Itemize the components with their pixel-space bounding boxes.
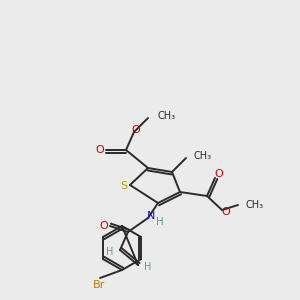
Text: H: H [156, 217, 164, 227]
Text: O: O [96, 145, 104, 155]
Text: CH₃: CH₃ [194, 151, 212, 161]
Text: H: H [106, 247, 114, 257]
Text: O: O [222, 207, 230, 217]
Text: Br: Br [93, 280, 105, 290]
Text: H: H [144, 262, 152, 272]
Text: O: O [100, 221, 108, 231]
Text: O: O [214, 169, 224, 179]
Text: S: S [120, 181, 128, 191]
Text: N: N [147, 211, 155, 221]
Text: CH₃: CH₃ [158, 111, 176, 121]
Text: O: O [132, 125, 140, 135]
Text: CH₃: CH₃ [246, 200, 264, 210]
